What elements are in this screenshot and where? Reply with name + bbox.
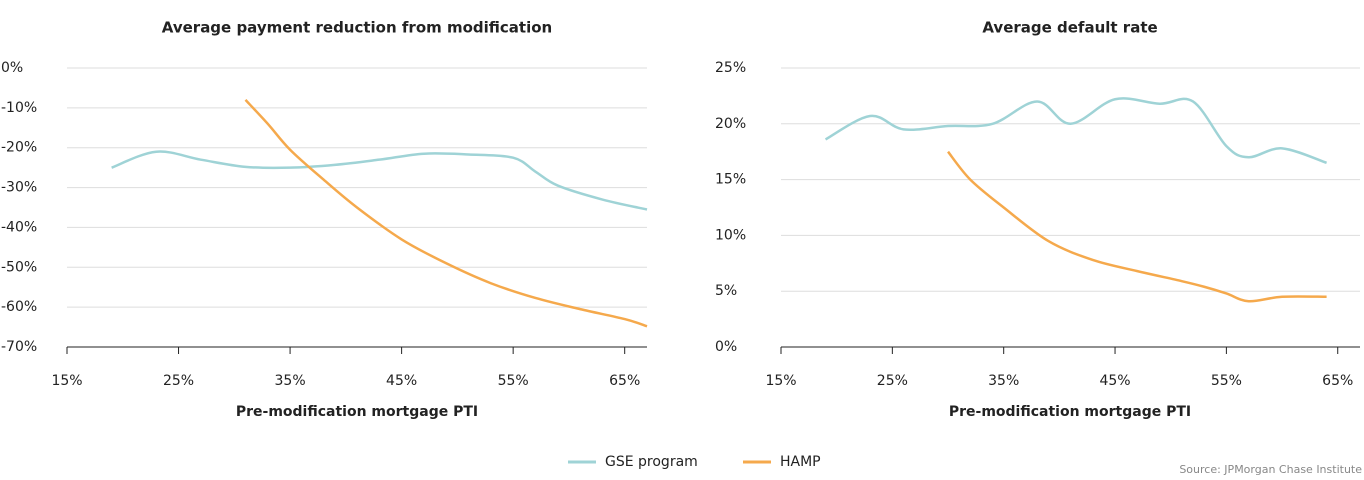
chart-title: Average default rate <box>982 19 1157 37</box>
line-series <box>947 150 1327 303</box>
x-tick-label: 15% <box>51 373 82 389</box>
y-tick-label: -50% <box>1 259 37 275</box>
y-tick-label: 25% <box>715 60 746 76</box>
y-tick-label: -70% <box>1 339 37 355</box>
x-tick-label: 45% <box>386 373 417 389</box>
x-axis-title: Pre-modification mortgage PTI <box>236 404 478 420</box>
x-tick-label: 25% <box>877 373 908 389</box>
line-series <box>111 150 648 211</box>
x-tick-label: 55% <box>498 373 529 389</box>
x-axis-title: Pre-modification mortgage PTI <box>949 404 1191 420</box>
x-tick-label: 65% <box>609 373 640 389</box>
x-tick-label: 25% <box>163 373 194 389</box>
y-tick-label: -20% <box>1 140 37 156</box>
x-tick-label: 35% <box>988 373 1019 389</box>
y-tick-label: 5% <box>715 283 737 299</box>
line-series <box>824 97 1328 165</box>
y-tick-label: 0% <box>715 339 737 355</box>
y-tick-label: 0% <box>1 60 23 76</box>
source: Source: JPMorgan Chase Institute <box>1179 463 1362 476</box>
y-tick-label: -10% <box>1 100 37 116</box>
x-tick-label: 45% <box>1099 373 1130 389</box>
legend-label: GSE program <box>605 454 698 470</box>
x-tick-label: 35% <box>275 373 306 389</box>
y-tick-label: 20% <box>715 116 746 132</box>
y-tick-label: -30% <box>1 180 37 196</box>
y-tick-label: -40% <box>1 219 37 235</box>
line-series <box>244 99 648 328</box>
y-tick-label: -60% <box>1 299 37 315</box>
y-tick-label: 10% <box>715 227 746 243</box>
chart-title: Average payment reduction from modificat… <box>162 19 552 37</box>
y-tick-label: 15% <box>715 172 746 188</box>
x-tick-label: 65% <box>1322 373 1353 389</box>
x-tick-label: 55% <box>1211 373 1242 389</box>
legend-label: HAMP <box>780 454 821 470</box>
x-tick-label: 15% <box>765 373 796 389</box>
